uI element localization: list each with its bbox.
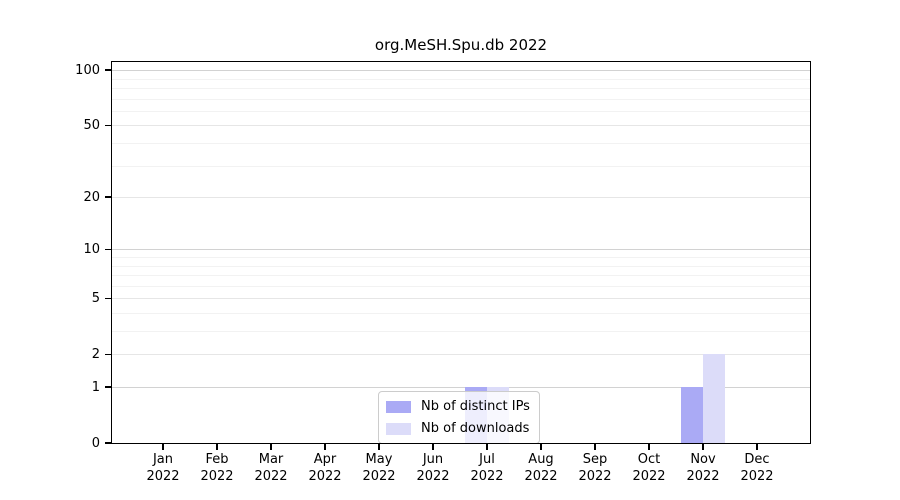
x-tick-label: Sep 2022 [578, 452, 612, 484]
gridline-minor [112, 78, 810, 80]
x-tick-label: Nov 2022 [686, 452, 720, 484]
x-tick-mark [162, 444, 164, 450]
x-tick-mark [594, 444, 596, 450]
legend-label-distinct-ips: Nb of distinct IPs [421, 399, 530, 414]
x-tick-mark [324, 444, 326, 450]
x-tick-label: Aug 2022 [524, 452, 558, 484]
x-tick-label: Jun 2022 [416, 452, 450, 484]
gridline-minor [112, 165, 810, 167]
y-tick-mark [105, 69, 111, 71]
x-tick-mark [432, 444, 434, 450]
gridline-minor [112, 143, 810, 145]
legend: Nb of distinct IPs Nb of downloads [378, 391, 540, 444]
x-tick-mark [702, 444, 704, 450]
bar-distinct-ips [681, 387, 703, 443]
y-tick-label: 2 [91, 346, 100, 362]
gridline-minor [112, 285, 810, 287]
y-tick-mark [105, 248, 111, 250]
y-tick-mark [105, 442, 111, 444]
gridline-minor [112, 331, 810, 333]
y-tick-mark [105, 386, 111, 388]
y-tick-mark [105, 124, 111, 127]
x-tick-label: Jul 2022 [470, 452, 504, 484]
gridline-minor [112, 275, 810, 277]
x-tick-label: May 2022 [362, 452, 396, 484]
x-tick-mark [270, 444, 272, 450]
gridline-major [112, 249, 810, 251]
x-tick-label: Mar 2022 [254, 452, 288, 484]
gridline-minor [112, 257, 810, 258]
gridline-minor [112, 98, 810, 100]
gridline-major [112, 197, 810, 199]
x-tick-mark [378, 444, 380, 450]
gridline-major [112, 298, 810, 300]
plot-area: Nb of distinct IPs Nb of downloads [111, 61, 811, 444]
legend-label-downloads: Nb of downloads [421, 421, 530, 436]
gridline-major [112, 354, 810, 356]
legend-item-distinct-ips: Nb of distinct IPs [386, 399, 530, 414]
gridline-major [112, 387, 810, 388]
gridline-major [112, 70, 810, 72]
chart-title: org.MeSH.Spu.db 2022 [374, 36, 548, 54]
x-tick-label: Oct 2022 [632, 452, 666, 484]
bar-downloads [703, 354, 725, 443]
y-tick-label: 50 [83, 117, 100, 133]
x-tick-mark [756, 444, 758, 450]
x-tick-label: Dec 2022 [740, 452, 774, 484]
gridline-minor [112, 88, 810, 90]
downloads-swatch [386, 422, 411, 435]
distinct-ips-swatch [386, 400, 411, 413]
y-tick-label: 5 [91, 290, 100, 306]
x-tick-label: Apr 2022 [308, 452, 342, 484]
gridline-minor [112, 110, 810, 112]
x-tick-label: Feb 2022 [200, 452, 234, 484]
legend-item-downloads: Nb of downloads [386, 421, 530, 436]
y-tick-mark [105, 353, 111, 355]
y-tick-label: 10 [83, 241, 100, 257]
y-tick-mark [105, 297, 111, 299]
x-tick-mark [216, 444, 218, 450]
gridline-major [112, 125, 810, 127]
y-tick-label: 20 [83, 189, 100, 205]
x-tick-mark [486, 444, 488, 450]
y-tick-label: 1 [91, 379, 100, 395]
y-tick-label: 100 [75, 62, 100, 78]
gridline-minor [112, 312, 810, 314]
x-tick-label: Jan 2022 [146, 452, 180, 484]
x-tick-mark [540, 444, 542, 450]
gridline-minor [112, 265, 810, 267]
y-tick-mark [105, 196, 111, 198]
x-tick-mark [648, 444, 650, 450]
y-tick-label: 0 [91, 435, 100, 451]
